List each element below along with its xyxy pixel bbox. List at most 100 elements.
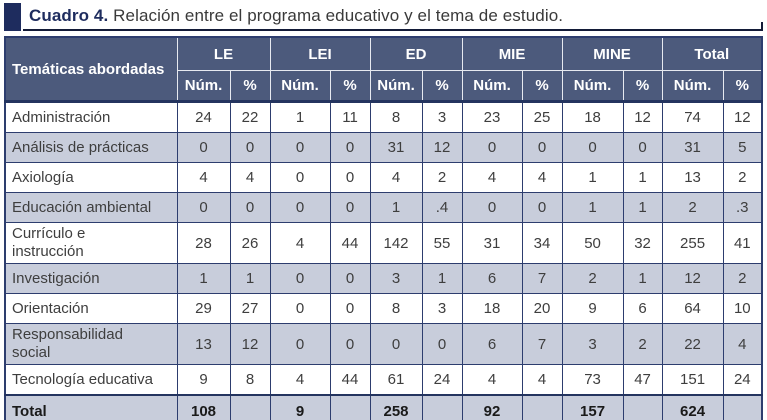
- value-cell: 4: [461, 162, 523, 193]
- value-cell: 0: [269, 293, 331, 324]
- value-cell: 4: [461, 364, 523, 396]
- sub-header-pct: %: [622, 70, 663, 103]
- value-cell: 0: [521, 192, 563, 223]
- row-label: Administración: [4, 101, 178, 133]
- value-cell: 5: [722, 132, 763, 163]
- header-group-row: Temáticas abordadas LE LEI ED MIE MINE T…: [4, 36, 763, 103]
- value-cell: 0: [329, 323, 371, 365]
- caption-rule-tick: [761, 22, 763, 29]
- value-cell: [229, 394, 271, 420]
- value-cell: 1: [561, 192, 624, 223]
- sub-header-num: Núm.: [561, 70, 624, 103]
- value-cell: 50: [561, 222, 624, 264]
- value-cell: [421, 394, 463, 420]
- table-row: Responsabilidad social 13 12 0 0 0 0 6 7 3 2 22 4: [4, 323, 763, 365]
- value-cell: 31: [461, 222, 523, 264]
- value-cell: 47: [622, 364, 663, 396]
- value-cell: 64: [661, 293, 724, 324]
- row-label: Tecnología educativa: [4, 364, 178, 396]
- value-cell: 1: [622, 192, 663, 223]
- value-cell: 4: [521, 162, 563, 193]
- row-label: Responsabilidad social: [4, 323, 178, 365]
- value-cell: 0: [176, 132, 231, 163]
- table-header: Temáticas abordadas LE LEI ED MIE MINE T…: [4, 36, 763, 103]
- value-cell: 32: [622, 222, 663, 264]
- row-label: Orientación: [4, 293, 178, 324]
- value-cell: 22: [661, 323, 724, 365]
- value-cell: 0: [421, 323, 463, 365]
- group-header-mie: MIE: [461, 36, 563, 71]
- table-row: Análisis de prácticas 0 0 0 0 31 12 0 0 0 0 31 5: [4, 132, 763, 163]
- value-cell: 2: [722, 263, 763, 294]
- value-cell: 6: [461, 263, 523, 294]
- value-cell: 4: [521, 364, 563, 396]
- value-cell: 2: [561, 263, 624, 294]
- value-cell: 31: [369, 132, 423, 163]
- value-cell: 24: [722, 364, 763, 396]
- table-row: Currículo e instrucción 28 26 4 44 142 55 31 34 5…: [4, 222, 763, 264]
- value-cell: 12: [722, 101, 763, 133]
- sub-header-pct: %: [521, 70, 563, 103]
- value-cell: 255: [661, 222, 724, 264]
- group-header-mine: MINE: [561, 36, 663, 71]
- value-cell: 0: [622, 132, 663, 163]
- caption-number: Cuadro 4.: [29, 6, 109, 25]
- value-cell: 1: [622, 162, 663, 193]
- table-row-total: Total 108 9 258 92 157 624: [4, 394, 763, 420]
- value-cell: 6: [622, 293, 663, 324]
- value-cell: 18: [461, 293, 523, 324]
- sub-header-pct: %: [229, 70, 271, 103]
- value-cell: 1: [561, 162, 624, 193]
- caption-accent-square: [4, 3, 21, 31]
- value-cell: 6: [461, 323, 523, 365]
- value-cell: 0: [461, 192, 523, 223]
- value-cell: 0: [329, 293, 371, 324]
- value-cell: 22: [229, 101, 271, 133]
- value-cell: 23: [461, 101, 523, 133]
- value-cell: 0: [176, 192, 231, 223]
- value-cell: 0: [269, 162, 331, 193]
- group-header-le: LE: [176, 36, 271, 71]
- value-cell: 0: [329, 263, 371, 294]
- value-cell: 26: [229, 222, 271, 264]
- value-cell: 13: [176, 323, 231, 365]
- value-cell: 12: [421, 132, 463, 163]
- value-cell: 9: [269, 394, 331, 420]
- sub-header-num: Núm.: [661, 70, 724, 103]
- sub-header-num: Núm.: [176, 70, 231, 103]
- row-label: Currículo e instrucción: [4, 222, 178, 264]
- value-cell: 44: [329, 222, 371, 264]
- value-cell: 8: [369, 293, 423, 324]
- value-cell: 25: [521, 101, 563, 133]
- value-cell: 0: [269, 192, 331, 223]
- value-cell: 24: [421, 364, 463, 396]
- value-cell: 12: [229, 323, 271, 365]
- value-cell: 624: [661, 394, 724, 420]
- value-cell: .3: [722, 192, 763, 223]
- value-cell: [329, 394, 371, 420]
- value-cell: 28: [176, 222, 231, 264]
- value-cell: 0: [329, 192, 371, 223]
- value-cell: 0: [521, 132, 563, 163]
- value-cell: 142: [369, 222, 423, 264]
- value-cell: 2: [622, 323, 663, 365]
- value-cell: 29: [176, 293, 231, 324]
- value-cell: 10: [722, 293, 763, 324]
- value-cell: 4: [229, 162, 271, 193]
- sub-header-pct: %: [329, 70, 371, 103]
- value-cell: 0: [269, 132, 331, 163]
- value-cell: 1: [269, 101, 331, 133]
- group-header-ed: ED: [369, 36, 463, 71]
- value-cell: 4: [369, 162, 423, 193]
- value-cell: 27: [229, 293, 271, 324]
- value-cell: 61: [369, 364, 423, 396]
- value-cell: 13: [661, 162, 724, 193]
- row-label: Educación ambiental: [4, 192, 178, 223]
- value-cell: 1: [369, 192, 423, 223]
- group-header-total: Total: [661, 36, 763, 71]
- value-cell: 44: [329, 364, 371, 396]
- value-cell: [722, 394, 763, 420]
- value-cell: 4: [722, 323, 763, 365]
- value-cell: 31: [661, 132, 724, 163]
